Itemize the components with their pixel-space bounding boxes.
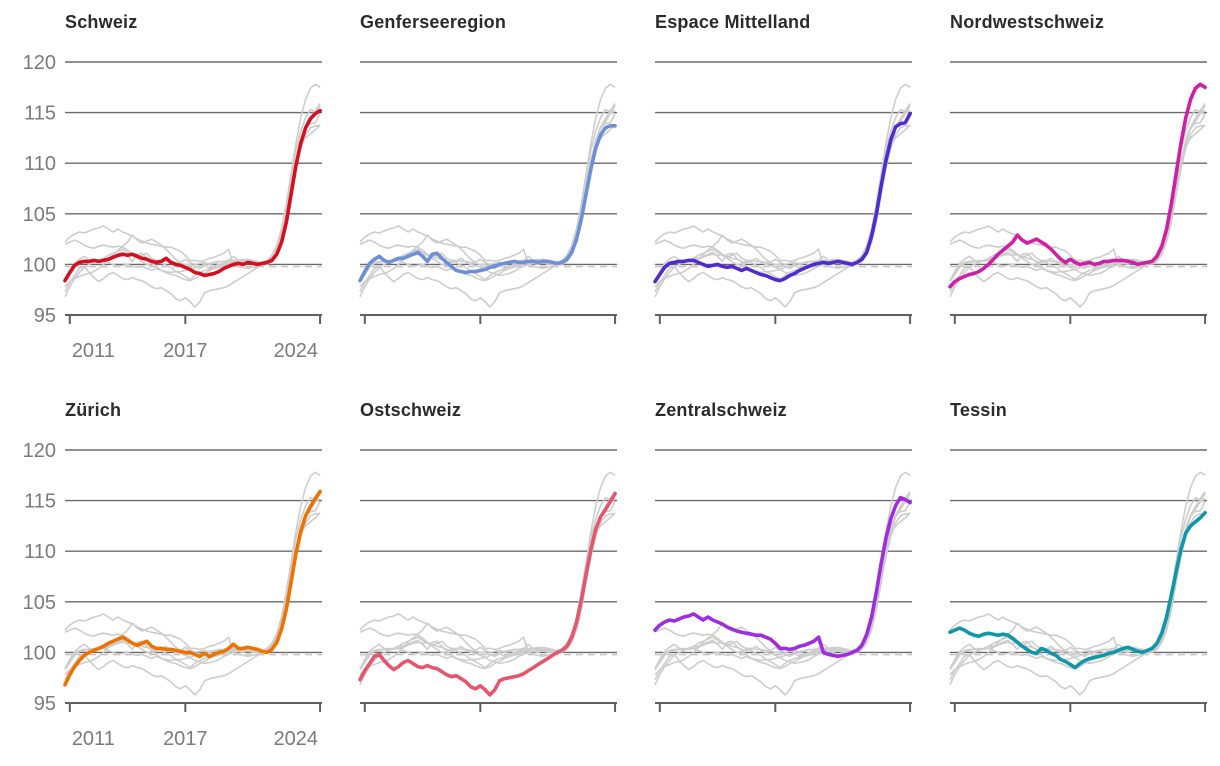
svg-text:120: 120 <box>23 52 56 74</box>
panel-espace-mittelland: Espace Mittelland <box>590 0 920 378</box>
panel-title-zuerich: Zürich <box>65 400 122 420</box>
svg-text:115: 115 <box>24 491 56 513</box>
line-chart-espace-mittelland <box>653 61 912 324</box>
svg-text:2017: 2017 <box>163 340 208 362</box>
panel-zentralschweiz: Zentralschweiz <box>590 388 920 766</box>
panel-title-zentralschweiz: Zentralschweiz <box>655 400 787 420</box>
svg-text:100: 100 <box>23 642 56 664</box>
panel-title-espace-mittelland: Espace Mittelland <box>655 12 811 32</box>
svg-text:95: 95 <box>34 305 56 327</box>
panel-ostschweiz: Ostschweiz <box>295 388 625 766</box>
svg-text:110: 110 <box>24 153 56 175</box>
panel-title-schweiz: Schweiz <box>65 12 138 32</box>
line-chart-schweiz: 95 100 105 110 115 120 2011 2017 2024 <box>23 52 322 362</box>
svg-text:95: 95 <box>34 693 56 715</box>
svg-text:120: 120 <box>23 440 56 462</box>
svg-text:115: 115 <box>24 103 56 125</box>
panel-title-ostschweiz: Ostschweiz <box>360 400 462 420</box>
svg-text:110: 110 <box>24 541 56 563</box>
panel-tessin: Tessin <box>885 388 1215 766</box>
line-chart-tessin <box>948 449 1207 712</box>
line-chart-ostschweiz <box>358 449 617 712</box>
svg-text:105: 105 <box>23 204 56 226</box>
panel-title-nordwestschweiz: Nordwestschweiz <box>950 12 1105 32</box>
line-chart-zentralschweiz <box>653 449 912 712</box>
svg-text:2011: 2011 <box>72 340 115 362</box>
line-chart-zuerich: 95 100 105 110 115 120 2011 2017 2024 <box>23 440 322 750</box>
svg-text:2024: 2024 <box>274 340 319 362</box>
svg-text:2024: 2024 <box>274 728 319 750</box>
panel-schweiz: Schweiz 95 100 105 110 115 120 2011 2017 2024 <box>0 0 330 378</box>
panel-genferseeregion: Genferseeregion <box>295 0 625 378</box>
svg-text:2017: 2017 <box>163 728 208 750</box>
panel-title-tessin: Tessin <box>950 400 1007 420</box>
svg-text:2011: 2011 <box>72 728 115 750</box>
panel-nordwestschweiz: Nordwestschweiz <box>885 0 1215 378</box>
line-chart-genferseeregion <box>358 61 617 324</box>
panel-zuerich: Zürich 95 100 105 110 115 120 2011 2017 2024 <box>0 388 330 766</box>
panel-title-genferseeregion: Genferseeregion <box>360 12 507 32</box>
svg-text:100: 100 <box>23 254 56 276</box>
line-chart-nordwestschweiz <box>948 61 1207 324</box>
svg-text:105: 105 <box>23 592 56 614</box>
